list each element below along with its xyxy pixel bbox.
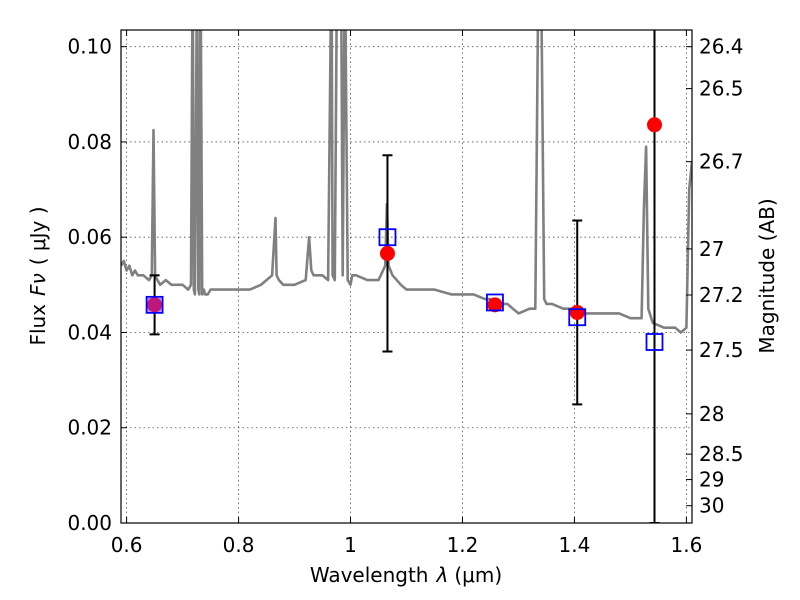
x-tick-label: 0.6 — [111, 533, 143, 557]
model-spectrum — [121, 30, 692, 334]
y-tick-label: 0.08 — [67, 130, 112, 154]
axis-ticks: 0.6 0.8 1 1.2 1.4 1.6 0.00 0.02 0.04 0.06 0.08 0.10… — [67, 30, 744, 557]
model-point — [378, 228, 397, 247]
y-tick-label: 0.06 — [67, 225, 112, 249]
x-tick-label: 1.6 — [670, 533, 702, 557]
y-tick-label: 0.00 — [67, 511, 112, 535]
mag-tick-label: 27 — [699, 237, 724, 261]
x-tick-label: 1.2 — [447, 533, 479, 557]
data-points — [145, 30, 664, 523]
grid-lines — [121, 30, 692, 524]
spectrum-line — [121, 30, 692, 334]
observed-point — [379, 245, 395, 261]
mag-tick-label: 29 — [699, 468, 724, 492]
x-tick-label: 1 — [344, 533, 357, 557]
model-point — [645, 333, 664, 351]
y2-axis-title: Magnitude (AB) — [755, 198, 779, 353]
mag-tick-label: 26.4 — [699, 35, 744, 59]
observed-point — [569, 304, 585, 320]
plot-frame — [120, 29, 693, 524]
x-axis-title: Wavelength λ (μm) — [310, 563, 502, 587]
mag-tick-label: 27.5 — [699, 338, 744, 362]
overlap-marker — [147, 297, 162, 312]
observed-point — [487, 297, 503, 313]
mag-tick-label: 30 — [699, 494, 724, 518]
x-tick-label: 1.4 — [559, 533, 591, 557]
model-point — [568, 308, 587, 327]
y-tick-label: 0.04 — [67, 320, 112, 344]
y-tick-label: 0.02 — [67, 416, 112, 440]
observed-point — [646, 117, 662, 133]
mag-tick-label: 26.5 — [699, 77, 744, 101]
mag-tick-label: 28.5 — [699, 442, 744, 466]
y-axis-title: FluxFν( μJy ) — [26, 206, 50, 345]
mag-tick-label: 28 — [699, 402, 724, 426]
model-point — [486, 293, 504, 312]
x-tick-label: 0.8 — [223, 533, 255, 557]
model-point — [145, 295, 164, 314]
mag-tick-label: 27.2 — [699, 283, 744, 307]
mag-tick-label: 26.7 — [699, 150, 744, 174]
y-tick-label: 0.10 — [67, 35, 112, 59]
